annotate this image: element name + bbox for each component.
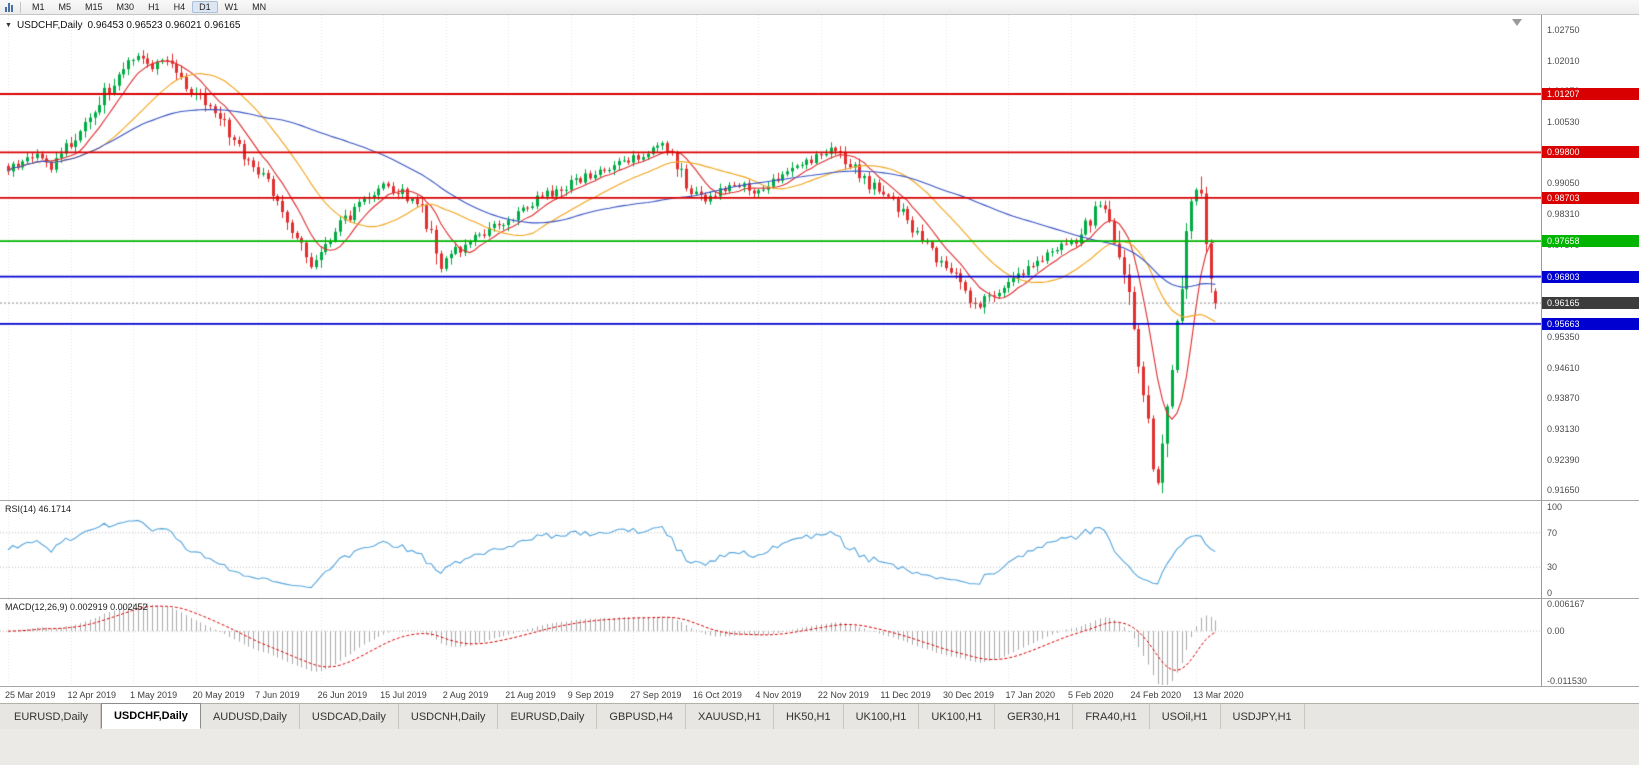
chart-symbol-period: USDCHF,Daily	[16, 20, 83, 31]
axis-tick: 0.006167	[1547, 599, 1585, 609]
axis-tick: 0.99050	[1547, 178, 1580, 189]
level-price-badge: 1.01207	[1542, 87, 1639, 100]
date-axis-label: 11 Dec 2019	[880, 690, 931, 700]
axis-tick: 70	[1547, 527, 1558, 538]
timeframe-button-h1[interactable]: H1	[148, 2, 160, 12]
chart-tab-usdchf-daily[interactable]: USDCHF,Daily	[100, 703, 201, 729]
macd-values: 0.002919 0.002452	[70, 602, 148, 612]
axis-tick: -0.011530	[1547, 676, 1587, 686]
date-axis-label: 30 Dec 2019	[942, 690, 994, 700]
period-toolbar: M1 M5 M15 M30 H1 H4 D1 W1 MN	[0, 0, 1639, 15]
date-axis-label: 22 Nov 2019	[817, 690, 869, 700]
chart-shift-marker-icon[interactable]	[1512, 19, 1522, 26]
chart-tab-uk100-h1[interactable]: UK100,H1	[919, 704, 996, 729]
date-axis-label: 2 Aug 2019	[442, 690, 489, 700]
macd-chart[interactable]	[0, 599, 1541, 686]
chart-tab-eurusd-daily[interactable]: EURUSD,Daily	[2, 704, 101, 729]
chart-tab-fra40-h1[interactable]: FRA40,H1	[1073, 704, 1150, 729]
rsi-axis[interactable]: 100 70 30 0	[1541, 501, 1639, 598]
timeframe-button-m15[interactable]: M15	[85, 2, 103, 12]
timeframe-button-h4[interactable]: H4	[173, 2, 186, 12]
date-axis-label: 25 Mar 2019	[5, 690, 56, 700]
chart-tab-usoil-h1[interactable]: USOil,H1	[1150, 704, 1221, 729]
date-axis-label: 21 Aug 2019	[505, 690, 556, 700]
axis-tick: 0.95350	[1547, 331, 1580, 342]
date-axis-label: 16 Oct 2019	[692, 690, 742, 700]
current-price-badge: 0.96165	[1542, 297, 1639, 310]
date-axis-label: 5 Feb 2020	[1068, 690, 1114, 700]
chart-tab-usdcnh-daily[interactable]: USDCNH,Daily	[399, 704, 499, 729]
axis-tick: 0.91650	[1547, 485, 1580, 496]
macd-axis[interactable]: 0.006167 0.00 -0.011530	[1541, 599, 1639, 686]
date-axis[interactable]: 25 Mar 2019 12 Apr 2019 1 May 2019 20 May 2…	[0, 687, 1639, 703]
axis-tick: 0	[1547, 588, 1553, 598]
axis-tick: 0.98310	[1547, 209, 1580, 220]
date-axis-label: 4 Nov 2019	[755, 690, 802, 700]
collapse-chart-icon[interactable]: ▼	[5, 22, 12, 29]
date-axis-label: 7 Jun 2019	[255, 690, 300, 700]
status-bar-area	[0, 729, 1639, 765]
axis-tick: 1.02750	[1547, 25, 1580, 35]
date-axis-label: 20 May 2019	[192, 690, 245, 700]
level-price-badge: 0.98703	[1542, 191, 1639, 204]
rsi-name: RSI(14)	[5, 504, 37, 514]
main-chart-panel: ▼ USDCHF,Daily 0.96453 0.96523 0.96021 0…	[0, 15, 1639, 501]
chart-tab-audusd-daily[interactable]: AUDUSD,Daily	[201, 704, 300, 729]
axis-tick: 0.00	[1547, 626, 1565, 637]
level-price-badge: 0.96803	[1542, 270, 1639, 283]
date-axis-label: 26 Jun 2019	[317, 690, 368, 700]
chart-tab-eurusd-daily[interactable]: EURUSD,Daily	[498, 704, 598, 729]
timeframe-button-w1[interactable]: W1	[224, 2, 239, 12]
timeframe-buttons: M1 M5 M15 M30 H1 H4 D1 W1 MN	[25, 1, 273, 13]
rsi-label: RSI(14) 46.1714	[5, 504, 71, 514]
date-axis-label: 15 Jul 2019	[380, 690, 427, 700]
date-axis-label: 24 Feb 2020	[1130, 690, 1182, 700]
axis-tick: 0.92390	[1547, 454, 1580, 465]
axis-tick: 100	[1547, 502, 1563, 512]
chart-tab-usdjpy-h1[interactable]: USDJPY,H1	[1221, 704, 1305, 729]
timeframe-button-m1[interactable]: M1	[32, 2, 45, 12]
periods-icon	[5, 2, 13, 12]
date-axis-label: 12 Apr 2019	[67, 690, 117, 700]
level-price-badge: 0.99800	[1542, 146, 1639, 159]
rsi-chart[interactable]	[0, 501, 1541, 598]
toolbar-separator	[20, 1, 21, 13]
chart-tab-usdcad-daily[interactable]: USDCAD,Daily	[300, 704, 399, 729]
level-price-badge: 0.95663	[1542, 317, 1639, 330]
macd-indicator-panel: MACD(12,26,9) 0.002919 0.002452 0.006167…	[0, 599, 1639, 687]
axis-tick: 0.93870	[1547, 393, 1580, 404]
chart-tab-ger30-h1[interactable]: GER30,H1	[995, 704, 1074, 729]
chart-tab-gbpusd-h4[interactable]: GBPUSD,H4	[597, 704, 686, 729]
candlestick-chart[interactable]	[0, 15, 1541, 500]
date-axis-label: 17 Jan 2020	[1005, 690, 1056, 700]
date-axis-label: 1 May 2019	[130, 690, 178, 700]
axis-tick: 1.00530	[1547, 117, 1580, 128]
level-price-badge: 0.97658	[1542, 235, 1639, 248]
macd-label: MACD(12,26,9) 0.002919 0.002452	[5, 602, 148, 612]
price-axis[interactable]: 1.027501.020101.012701.005300.997900.990…	[1541, 15, 1639, 500]
chart-ohlc-values: 0.96453 0.96523 0.96021 0.96165	[87, 20, 241, 31]
axis-tick: 0.94610	[1547, 362, 1580, 373]
timeframe-button-mn[interactable]: MN	[252, 2, 267, 12]
date-axis-label: 27 Sep 2019	[630, 690, 682, 700]
timeframe-button-m30[interactable]: M30	[116, 2, 135, 12]
axis-tick: 0.93130	[1547, 423, 1580, 434]
chart-tab-bar: EURUSD,Daily USDCHF,Daily AUDUSD,Daily USDC…	[0, 703, 1639, 729]
rsi-indicator-panel: RSI(14) 46.1714 100 70 30 0	[0, 501, 1639, 599]
chart-tab-hk50-h1[interactable]: HK50,H1	[774, 704, 844, 729]
chart-title: ▼ USDCHF,Daily 0.96453 0.96523 0.96021 0…	[5, 20, 240, 31]
date-axis-label: 13 Mar 2020	[1193, 690, 1244, 700]
axis-tick: 1.02010	[1547, 55, 1580, 66]
chart-tab-xauusd-h1[interactable]: XAUUSD,H1	[686, 704, 774, 729]
date-axis-label: 9 Sep 2019	[567, 690, 614, 700]
macd-name: MACD(12,26,9)	[5, 602, 68, 612]
chart-tab-uk100-h1[interactable]: UK100,H1	[844, 704, 920, 729]
rsi-value: 46.1714	[38, 504, 72, 514]
timeframe-button-m5[interactable]: M5	[58, 2, 72, 12]
timeframe-button-d1[interactable]: D1	[192, 1, 218, 13]
axis-tick: 30	[1547, 562, 1558, 573]
